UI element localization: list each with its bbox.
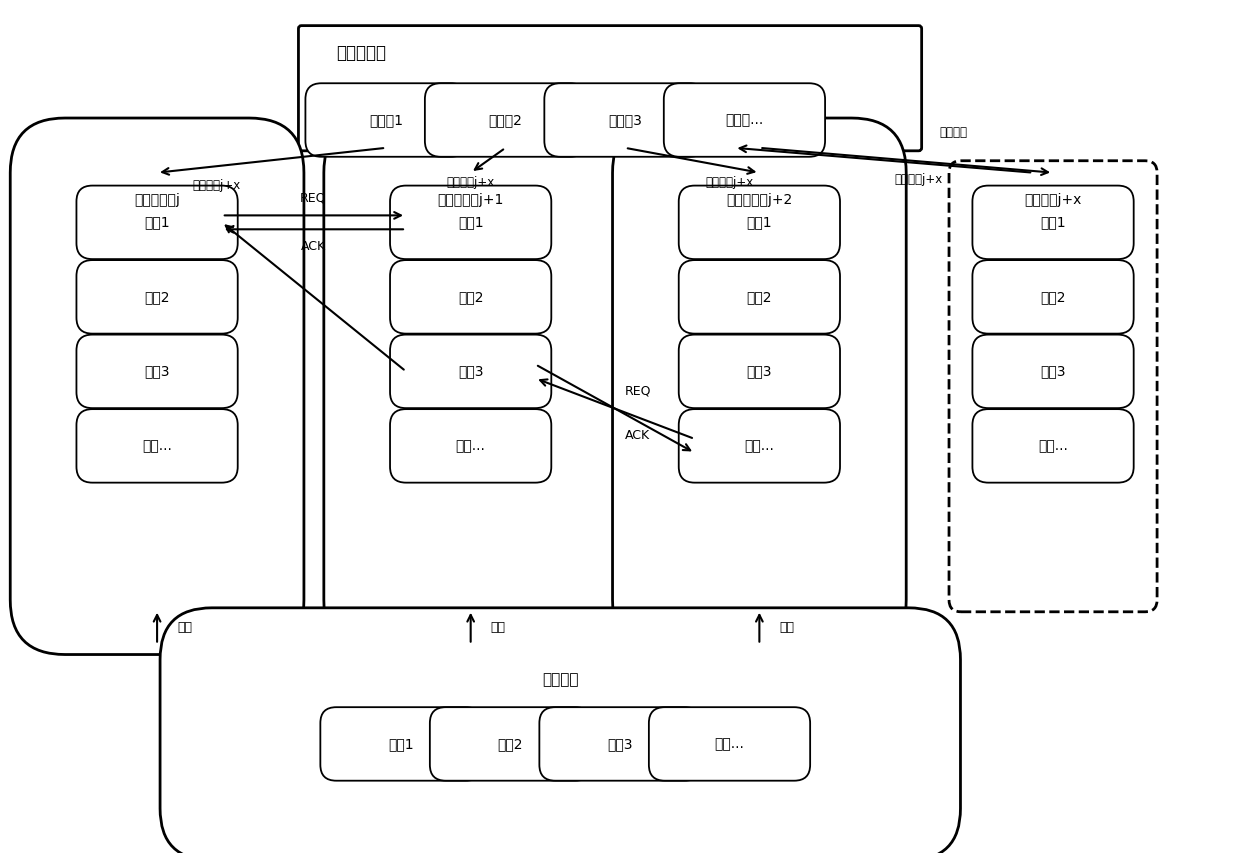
Text: REQ: REQ — [300, 191, 326, 204]
Text: 节点1: 节点1 — [746, 216, 773, 229]
Text: 节点2: 节点2 — [497, 737, 523, 751]
FancyBboxPatch shape — [613, 118, 906, 655]
FancyBboxPatch shape — [391, 260, 552, 334]
FancyBboxPatch shape — [320, 707, 481, 781]
FancyBboxPatch shape — [430, 707, 591, 781]
Text: 节点3: 节点3 — [746, 365, 773, 378]
Text: 管理员...: 管理员... — [725, 113, 764, 127]
Text: 节点1: 节点1 — [1040, 216, 1066, 229]
Text: 申请通过j+x: 申请通过j+x — [446, 176, 495, 189]
FancyBboxPatch shape — [544, 83, 706, 157]
Text: 已成立分片j+2: 已成立分片j+2 — [727, 193, 792, 207]
FancyBboxPatch shape — [77, 186, 238, 259]
FancyBboxPatch shape — [972, 260, 1133, 334]
FancyBboxPatch shape — [77, 409, 238, 483]
Text: 节点2: 节点2 — [144, 290, 170, 304]
Text: 申请分片j+x: 申请分片j+x — [1024, 193, 1081, 207]
FancyBboxPatch shape — [649, 707, 810, 781]
FancyBboxPatch shape — [972, 409, 1133, 483]
Text: ACK: ACK — [301, 240, 326, 253]
FancyBboxPatch shape — [305, 83, 466, 157]
Text: 同步: 同步 — [177, 621, 192, 633]
Text: 节点3: 节点3 — [458, 365, 484, 378]
Text: 同步: 同步 — [779, 621, 795, 633]
FancyBboxPatch shape — [77, 335, 238, 408]
FancyBboxPatch shape — [160, 608, 961, 856]
Text: 申请通过j+x: 申请通过j+x — [192, 179, 241, 192]
Text: 节点3: 节点3 — [608, 737, 632, 751]
Text: 节点2: 节点2 — [746, 290, 773, 304]
Text: 节点1: 节点1 — [458, 216, 484, 229]
FancyBboxPatch shape — [391, 409, 552, 483]
Text: 申请通过j+x: 申请通过j+x — [706, 176, 754, 189]
FancyBboxPatch shape — [678, 186, 839, 259]
Text: 节点3: 节点3 — [1040, 365, 1066, 378]
FancyBboxPatch shape — [391, 186, 552, 259]
FancyBboxPatch shape — [10, 118, 304, 655]
Text: 管理员小组: 管理员小组 — [336, 44, 387, 62]
Text: 节点...: 节点... — [456, 439, 486, 453]
Text: 配置分片: 配置分片 — [542, 672, 579, 687]
Text: 已成立分片j+1: 已成立分片j+1 — [438, 193, 503, 207]
FancyBboxPatch shape — [949, 161, 1157, 612]
FancyBboxPatch shape — [972, 335, 1133, 408]
FancyBboxPatch shape — [391, 335, 552, 408]
Text: 管理员3: 管理员3 — [608, 113, 642, 127]
Text: 管理员1: 管理员1 — [370, 113, 403, 127]
Text: 管理员2: 管理员2 — [489, 113, 522, 127]
Text: 节点...: 节点... — [744, 439, 774, 453]
Text: ACK: ACK — [625, 430, 650, 443]
FancyBboxPatch shape — [663, 83, 825, 157]
FancyBboxPatch shape — [324, 118, 618, 655]
Text: 同步: 同步 — [491, 621, 506, 633]
Text: REQ: REQ — [625, 384, 651, 398]
Text: 节点...: 节点... — [1038, 439, 1068, 453]
Text: 节点2: 节点2 — [458, 290, 484, 304]
Text: 节点3: 节点3 — [144, 365, 170, 378]
Text: 节点...: 节点... — [143, 439, 172, 453]
FancyBboxPatch shape — [539, 707, 701, 781]
FancyBboxPatch shape — [425, 83, 587, 157]
FancyBboxPatch shape — [77, 260, 238, 334]
Text: 节点1: 节点1 — [144, 216, 170, 229]
Text: 节点1: 节点1 — [388, 737, 414, 751]
FancyBboxPatch shape — [299, 26, 921, 151]
FancyBboxPatch shape — [678, 335, 839, 408]
FancyBboxPatch shape — [678, 409, 839, 483]
Text: 成立申请: 成立申请 — [940, 127, 967, 140]
Text: 节点...: 节点... — [714, 737, 744, 751]
FancyBboxPatch shape — [972, 186, 1133, 259]
Text: 申请通过j+x: 申请通过j+x — [894, 173, 942, 186]
Text: 节点2: 节点2 — [1040, 290, 1066, 304]
Text: 已成立分片j: 已成立分片j — [134, 193, 180, 207]
FancyBboxPatch shape — [678, 260, 839, 334]
